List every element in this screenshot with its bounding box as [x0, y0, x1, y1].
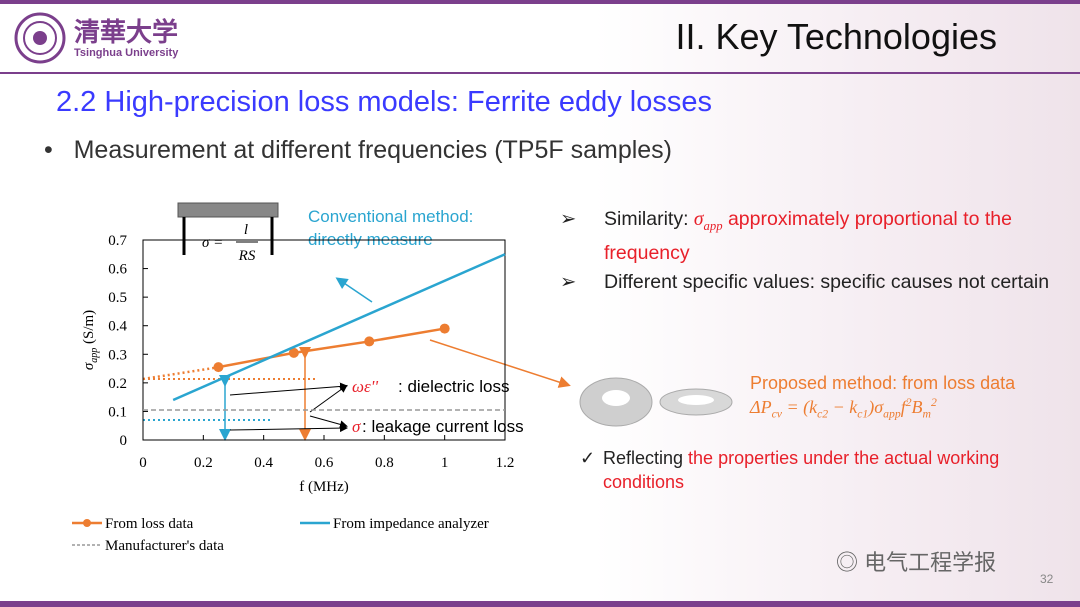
top-bar [0, 0, 1080, 4]
note-symbol: σ [693, 209, 704, 230]
y-tick-label: 0.4 [108, 319, 127, 335]
y-tick-label: 0.1 [108, 404, 127, 420]
point [288, 347, 299, 358]
note-text: Similarity: [604, 208, 694, 230]
subtitle: 2.2 High-precision loss models: Ferrite … [56, 86, 712, 118]
logo-text: 清華大学 [74, 17, 179, 47]
check: ✓ Reflecting the properties under the ac… [580, 448, 1000, 492]
university: Tsinghua University [74, 47, 179, 59]
x-tick-label: 0.6 [315, 455, 334, 471]
y-tick-label: 0.3 [108, 347, 127, 363]
point [364, 336, 375, 347]
annotation-symbol: σ [352, 417, 361, 436]
point [439, 323, 450, 334]
note: ➢ Similarity: σapp approximately proport… [560, 208, 1012, 264]
y-tick-label: 0 [120, 433, 128, 449]
note-text: Different specific values: specific caus… [604, 271, 1050, 293]
watermark: ◎ 电气工程学报 [836, 550, 997, 575]
f: m [922, 407, 931, 421]
bottom-bar [0, 601, 1080, 607]
f: c2 [817, 407, 829, 421]
f: B [911, 397, 923, 417]
point [213, 362, 224, 373]
note-text: approximately proportional to the freque… [604, 208, 1012, 264]
f: − k [828, 397, 858, 417]
f: cv [771, 407, 782, 421]
legend-label: From loss data [105, 516, 194, 532]
x-tick-label: 0.8 [375, 455, 394, 471]
y-label-part: (S/m) [81, 310, 97, 348]
check-text: Reflecting [603, 448, 689, 468]
f: app [883, 407, 901, 421]
arrow [335, 277, 373, 303]
series-line [172, 253, 506, 402]
proposed-label: Proposed method: from loss data [750, 373, 1016, 393]
series-line [218, 327, 445, 369]
y-label-part: σ [81, 362, 97, 370]
f: ΔP [750, 397, 772, 417]
bullet: • Measurement at different frequencies (… [44, 136, 673, 164]
proposed-formula: ΔPcv = (kc2 − kc1)σappf2Bm2 [750, 396, 937, 421]
x-tick-label: 0.4 [254, 455, 273, 471]
f: f [900, 397, 906, 417]
legend-marker [83, 519, 91, 527]
pointer [229, 424, 348, 433]
y-tick-label: 0.7 [108, 233, 127, 249]
formula: RS [238, 248, 256, 264]
f: = (k [781, 397, 818, 417]
legend-label: From impedance analyzer [333, 516, 489, 532]
bullet-text: Measurement at different frequencies (TP… [73, 136, 673, 164]
page-number: 32 [1040, 572, 1054, 586]
arrow [429, 339, 571, 388]
note: ➢ Different specific values: specific ca… [560, 269, 1050, 296]
note-sub: app [703, 218, 723, 233]
pointer [309, 384, 348, 413]
f: 2 [931, 396, 937, 409]
pointer [309, 415, 348, 429]
y-tick-label: 0.6 [108, 262, 127, 278]
formula: l [244, 222, 248, 238]
f: )σ [868, 397, 884, 417]
x-tick-label: 0 [139, 455, 147, 471]
logo [14, 12, 66, 64]
watermark-text: 电气工程学报 [864, 550, 997, 575]
y-tick-label: 0.5 [108, 290, 127, 306]
extension [142, 365, 221, 381]
x-tick-label: 1 [441, 455, 449, 471]
f: c1 [857, 407, 869, 421]
ferrite-rings [579, 377, 733, 427]
sample-slab [177, 202, 279, 218]
y-tick-label: 0.2 [108, 376, 127, 392]
x-axis-label: f (MHz) [299, 479, 349, 495]
y-label-part: app [89, 348, 100, 363]
x-tick-label: 1.2 [496, 455, 515, 471]
f: 2 [905, 396, 912, 409]
annotation: Conventional method: [308, 207, 473, 226]
annotation: : dielectric loss [398, 377, 509, 396]
annotation: : leakage current loss [362, 417, 524, 436]
pointer [229, 382, 348, 396]
page-title: II. Key Technologies [675, 16, 997, 57]
y-axis-label: σapp (S/m) [81, 310, 100, 370]
check-text: the properties under the actual working … [603, 448, 1000, 492]
legend-label: Manufacturer's data [105, 538, 224, 554]
x-tick-label: 0.2 [194, 455, 213, 471]
formula: σ = [202, 235, 223, 251]
annotation-symbol: ωε'' [352, 377, 378, 396]
header-rule [0, 72, 1080, 74]
